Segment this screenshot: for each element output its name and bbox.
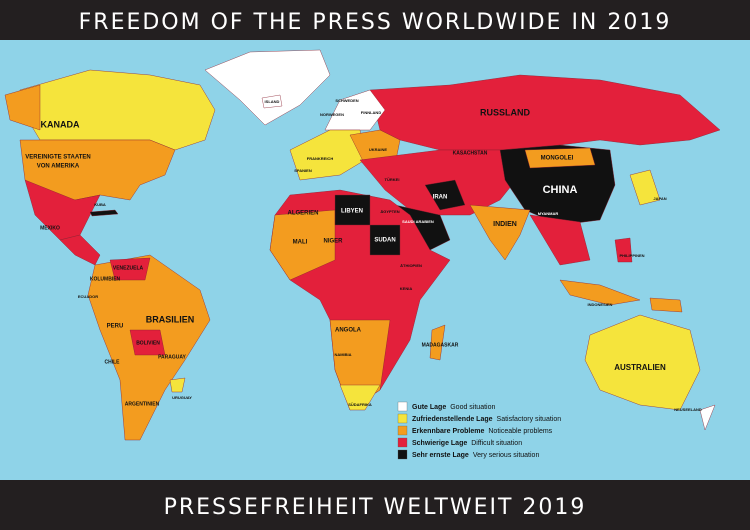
legend-swatch — [397, 413, 408, 424]
legend-swatch — [397, 449, 408, 460]
legend-label: Erkennbare Probleme — [412, 428, 484, 435]
country-labels: KANADA VEREINIGTE STAATEN VON AMERIKA RUSSL… — [25, 98, 702, 412]
west-africa — [269, 209, 336, 281]
russia — [369, 74, 721, 151]
country-label: BOLIVIEN — [136, 340, 160, 346]
country-label: PARAGUAY — [158, 354, 186, 360]
country-label: ECUADOR — [78, 294, 98, 299]
country-label: KUBA — [94, 202, 106, 207]
country-label: NORWEGEN — [320, 112, 344, 117]
country-label: VENEZUELA — [113, 265, 144, 271]
country-label: BRASILIEN — [146, 314, 195, 324]
country-label: NIGER — [323, 239, 343, 245]
country-label: PERU — [107, 324, 124, 330]
legend-label: Schwierige Lage — [412, 440, 467, 447]
sudan — [369, 224, 401, 256]
philippines — [614, 237, 633, 263]
australia — [584, 314, 701, 411]
madagascar — [429, 324, 446, 361]
country-label: TÜRKEI — [385, 177, 400, 182]
new-zealand — [699, 404, 716, 431]
papua — [649, 297, 683, 313]
country-label: INDONESIEN — [588, 302, 613, 307]
country-label: SÜDAFRIKA — [348, 402, 372, 407]
country-label: RUSSLAND — [480, 107, 531, 117]
country-label: MEXIKO — [40, 225, 60, 231]
country-label: MALI — [293, 240, 308, 246]
country-label: CHINA — [543, 184, 578, 196]
country-label: URUGUAY — [172, 395, 192, 400]
country-label: IRAN — [433, 195, 448, 201]
country-label: KENIA — [400, 286, 413, 291]
country-label: ALGERIEN — [287, 211, 318, 217]
header-title: FREEDOM OF THE PRESS WORLDWIDE IN 2019 — [79, 10, 672, 35]
country-label: VON AMERIKA — [37, 164, 80, 170]
indonesia — [559, 279, 641, 306]
country-label: ANGOLA — [335, 328, 362, 334]
south-africa — [339, 384, 381, 411]
central-america — [59, 234, 101, 266]
country-label: FINNLAND — [361, 110, 382, 115]
country-label: FRANKREICH — [307, 156, 334, 161]
legend: Gute Lage Good situation Zufriedenstellend… — [397, 401, 562, 460]
legend-translation: Difficult situation — [471, 440, 522, 447]
country-label: ÄTHIOPIEN — [400, 263, 422, 268]
india — [469, 204, 531, 261]
country-label: VEREINIGTE STAATEN — [25, 155, 90, 161]
uruguay — [169, 377, 186, 393]
footer-title: PRESSEFREIHEIT WELTWEIT 2019 — [164, 495, 587, 520]
country-label: AUSTRALIEN — [614, 363, 666, 372]
header-bar — [0, 0, 750, 40]
country-label: SCHWEDEN — [335, 98, 358, 103]
country-label: SAUDI ARABIEN — [402, 219, 434, 224]
country-label: KOLUMBIEN — [90, 276, 121, 282]
legend-label: Zufriedenstellende Lage — [412, 416, 493, 423]
legend-swatch — [397, 437, 408, 448]
country-label: NAMIBIA — [334, 352, 351, 357]
canada — [19, 69, 216, 151]
country-label: NEUSEELAND — [674, 407, 702, 412]
legend-label: Gute Lage — [412, 404, 446, 411]
land — [4, 49, 721, 441]
legend-translation: Very serious situation — [473, 452, 540, 459]
bolivia — [129, 329, 166, 356]
country-label: LIBYEN — [341, 209, 363, 215]
alaska — [4, 84, 41, 131]
southeast-asia — [529, 214, 591, 266]
country-label: MADAGASKAR — [422, 342, 459, 348]
country-label: SPANIEN — [294, 168, 312, 173]
country-label: PHILIPPINEN — [619, 253, 644, 258]
legend-swatch — [397, 425, 408, 436]
country-label: SUDAN — [374, 238, 395, 244]
scandinavia — [324, 89, 386, 131]
iceland — [261, 94, 283, 109]
legend-translation: Satisfactory situation — [497, 416, 562, 423]
greenland — [204, 49, 331, 126]
japan — [629, 169, 661, 206]
country-label: JAPAN — [653, 196, 666, 201]
country-label: MONGOLEI — [541, 156, 574, 162]
country-label: KANADA — [41, 119, 80, 129]
country-label: ÄGYPTEN — [380, 209, 399, 214]
country-label: ARGENTINIEN — [125, 401, 160, 407]
legend-label: Sehr ernste Lage — [412, 452, 469, 459]
venezuela — [109, 257, 151, 281]
country-label: KASACHSTAN — [453, 150, 488, 156]
country-label: ISLAND — [265, 99, 280, 104]
iran — [424, 179, 466, 211]
legend-translation: Noticeable problems — [488, 428, 552, 435]
country-label: INDIEN — [493, 221, 517, 228]
footer-bar — [0, 480, 750, 530]
country-label: CHILE — [105, 359, 121, 365]
country-label: UKRAINE — [369, 147, 388, 152]
mexico — [24, 179, 101, 241]
mongolia — [524, 147, 596, 169]
legend-swatch — [397, 401, 408, 412]
legend-translation: Good situation — [450, 404, 495, 411]
cuba — [89, 209, 119, 217]
country-label: MYANMAR — [538, 211, 559, 216]
